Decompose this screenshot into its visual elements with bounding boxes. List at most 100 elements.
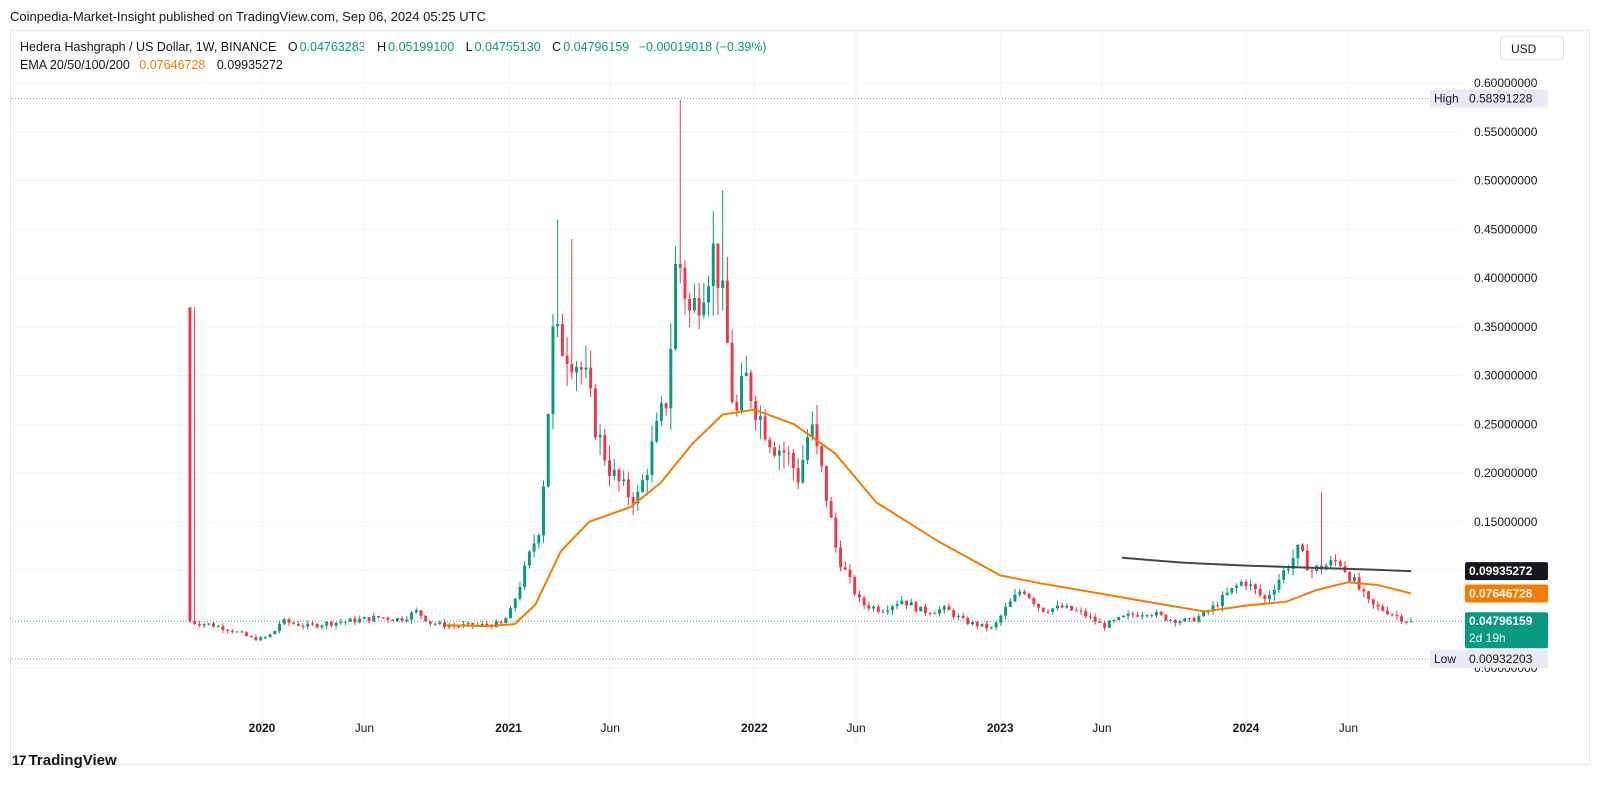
candle xyxy=(810,411,814,441)
candle xyxy=(325,621,329,630)
ema-value-long: 0.09935272 xyxy=(216,58,283,72)
candle-body xyxy=(1272,589,1276,595)
low-tag-value: 0.00932203 xyxy=(1469,652,1533,666)
candle-body xyxy=(344,621,347,623)
candle-body xyxy=(1381,606,1385,611)
candle xyxy=(980,623,984,628)
candle-body xyxy=(707,286,710,303)
candle-body xyxy=(768,439,772,448)
time-tick-label: Jun xyxy=(846,721,865,735)
candle xyxy=(674,246,677,351)
candle xyxy=(914,601,918,613)
candle xyxy=(1145,614,1149,619)
candle xyxy=(221,623,225,634)
candle-body xyxy=(900,600,904,605)
low-tag: Low 0.00932203 xyxy=(1430,649,1548,668)
time-tick-label: 2022 xyxy=(741,721,768,735)
candle-body xyxy=(499,621,503,624)
candle-body xyxy=(537,535,541,544)
candle-body xyxy=(1173,620,1177,623)
price-tick-label: 0.50000000 xyxy=(1474,174,1538,188)
ema-lines xyxy=(446,408,1412,628)
candle-body xyxy=(457,626,461,628)
price-tick-label: 0.40000000 xyxy=(1474,271,1538,285)
price-axis[interactable]: 0.60000000 0.55000000 0.50000000 0.45000000… xyxy=(1474,76,1538,675)
candle-body xyxy=(1055,605,1059,609)
candle xyxy=(546,413,550,488)
candle xyxy=(1103,620,1107,632)
candle-body xyxy=(212,623,215,627)
ema-short-tag: 0.07646728 xyxy=(1465,584,1548,603)
candle xyxy=(622,470,626,487)
candle-body xyxy=(1008,601,1012,607)
tradingview-brand: TradingView xyxy=(28,752,117,769)
candle-body xyxy=(1178,621,1182,623)
time-axis[interactable]: 2020 Jun 2021 Jun 2022 Jun 2023 Jun 2024 Jun xyxy=(249,721,1358,735)
candle xyxy=(664,402,668,416)
candle-body xyxy=(1263,595,1267,600)
candle-body xyxy=(641,480,644,492)
candle xyxy=(249,635,253,639)
ohlc-legend: Hedera Hashgraph / US Dollar, 1W, BINANC… xyxy=(20,40,767,54)
candle xyxy=(1008,598,1012,608)
candle xyxy=(961,612,965,619)
candle-body xyxy=(1131,613,1135,616)
candle xyxy=(876,604,880,614)
candle xyxy=(815,404,819,455)
candle-body xyxy=(655,420,659,442)
candle xyxy=(947,603,951,611)
candle xyxy=(1164,614,1168,622)
candle-body xyxy=(367,617,371,622)
candle xyxy=(282,617,286,626)
candle xyxy=(730,329,734,404)
candle xyxy=(1235,583,1239,594)
candle-body xyxy=(1004,606,1008,616)
ema-label[interactable]: EMA 20/50/100/200 xyxy=(20,58,130,72)
candle-body xyxy=(867,605,871,609)
candle-body xyxy=(1187,618,1191,620)
candle-body xyxy=(527,551,531,566)
candle-body xyxy=(914,602,918,612)
candle-body xyxy=(702,302,706,316)
candle-body xyxy=(1126,613,1130,616)
currency-button[interactable]: USD xyxy=(1500,36,1564,60)
candle-body xyxy=(697,297,701,316)
candle xyxy=(1305,544,1309,571)
candle-body xyxy=(758,416,762,420)
tradingview-logo[interactable]: 17 TradingView xyxy=(12,752,117,769)
candle-body xyxy=(744,372,748,377)
candle xyxy=(782,441,786,469)
candle xyxy=(1178,619,1182,626)
symbol-title[interactable]: Hedera Hashgraph / US Dollar, 1W, BINANC… xyxy=(20,40,277,54)
candle-body xyxy=(245,632,248,637)
candle xyxy=(909,598,913,606)
last-price-tag: 0.04796159 2d 19h xyxy=(1465,612,1548,649)
candle-body xyxy=(320,625,324,628)
last-price-tag-countdown: 2d 19h xyxy=(1469,631,1506,645)
candle xyxy=(1301,543,1305,553)
candle xyxy=(527,550,531,569)
candle xyxy=(207,623,211,626)
candle xyxy=(542,480,545,543)
time-tick-label: 2024 xyxy=(1233,721,1260,735)
candle-body xyxy=(994,622,998,628)
candle xyxy=(1244,579,1248,591)
candle xyxy=(824,465,828,508)
candle-body xyxy=(1367,591,1371,600)
ema-value-short: 0.07646728 xyxy=(139,58,206,72)
candle-body xyxy=(1277,579,1281,590)
candle xyxy=(749,369,753,409)
candle-body xyxy=(221,626,225,630)
candle xyxy=(1154,609,1158,618)
candle-body xyxy=(669,349,673,409)
candle xyxy=(348,617,352,622)
candle-body xyxy=(942,606,946,610)
candle xyxy=(626,471,630,506)
candle-body xyxy=(315,623,319,628)
candle-body xyxy=(839,547,843,568)
candle xyxy=(603,428,607,467)
candle-body xyxy=(985,623,989,629)
candle-body xyxy=(1164,614,1168,621)
candle xyxy=(711,211,715,316)
